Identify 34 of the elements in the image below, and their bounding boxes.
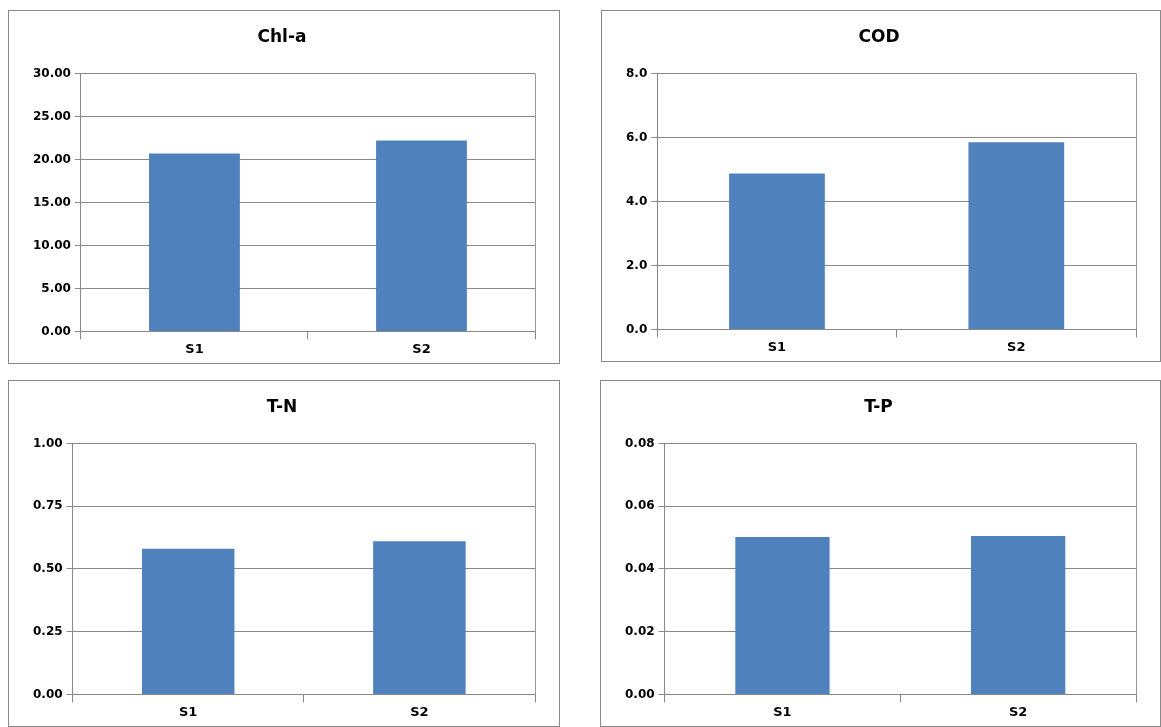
y-tick-label: 0.04 xyxy=(625,561,655,576)
chart-title: Chl-a xyxy=(257,25,307,46)
y-tick-label: 0.75 xyxy=(33,498,63,513)
y-tick-label: 0.02 xyxy=(625,623,655,638)
x-tick-label: S1 xyxy=(773,703,792,719)
y-tick-label: 4.0 xyxy=(625,193,648,208)
chart-title: COD xyxy=(858,25,900,46)
y-tick-label: 0.25 xyxy=(33,623,63,638)
y-tick-label: 0.00 xyxy=(41,323,71,338)
y-tick-label: 10.00 xyxy=(32,237,71,252)
y-tick-label: 0.00 xyxy=(625,686,655,701)
y-tick-label: 0.50 xyxy=(33,561,63,576)
x-tick-label: S1 xyxy=(185,340,204,356)
y-tick-label: 30.00 xyxy=(32,65,71,80)
x-tick-label: S2 xyxy=(412,340,431,356)
y-tick-label: 25.00 xyxy=(32,108,71,123)
x-tick-label: S2 xyxy=(1007,338,1026,354)
y-tick-label: 2.0 xyxy=(625,257,648,272)
y-tick-label: 0.06 xyxy=(625,498,655,513)
y-tick-label: 15.00 xyxy=(32,194,71,209)
x-tick-label: S1 xyxy=(178,703,198,719)
y-tick-label: 0.0 xyxy=(625,321,648,336)
chart-title: T-P xyxy=(864,395,893,416)
x-tick-label: S1 xyxy=(767,338,787,354)
y-tick-label: 1.00 xyxy=(33,435,63,450)
chart-title: T-N xyxy=(266,395,298,416)
y-tick-label: 5.00 xyxy=(41,280,71,295)
y-tick-label: 0.08 xyxy=(625,435,655,450)
x-tick-label: S2 xyxy=(1008,703,1028,719)
x-tick-label: S2 xyxy=(410,703,429,719)
y-tick-label: 6.0 xyxy=(625,129,648,144)
y-tick-label: 20.00 xyxy=(32,151,71,166)
y-tick-label: 8.0 xyxy=(625,65,648,80)
y-tick-label: 0.00 xyxy=(33,686,63,701)
